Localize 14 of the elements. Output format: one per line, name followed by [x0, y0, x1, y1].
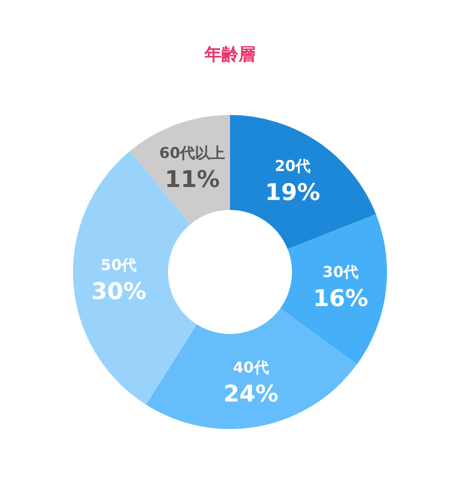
- data-label: 19%: [265, 180, 320, 206]
- donut-slice: [230, 115, 376, 250]
- data-label: 16%: [313, 286, 368, 312]
- slice-label: 50代: [100, 256, 137, 274]
- slice-label: 30代: [322, 262, 359, 281]
- data-label: 24%: [223, 382, 278, 408]
- donut-slice: [146, 308, 358, 429]
- chart-title: 年齢層: [204, 45, 256, 65]
- donut-slice: [280, 214, 387, 364]
- slice-label: 20代: [274, 156, 311, 175]
- slice-label: 40代: [232, 358, 269, 377]
- slice-label: 60代以上: [159, 144, 226, 162]
- data-label: 30%: [91, 279, 146, 305]
- data-label: 11%: [164, 167, 220, 194]
